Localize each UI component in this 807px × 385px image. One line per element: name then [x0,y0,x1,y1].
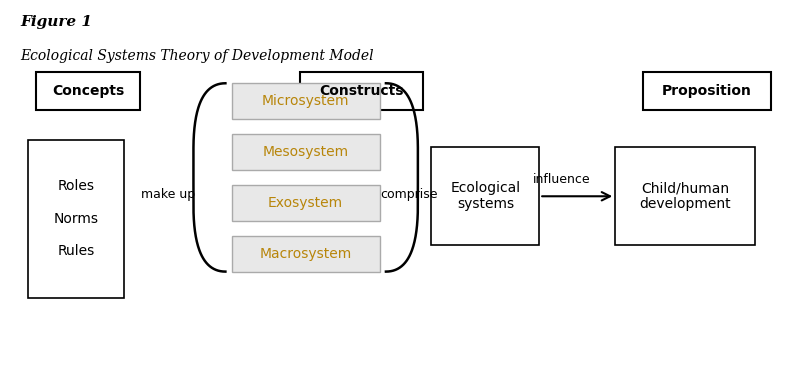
Text: Exosystem: Exosystem [268,196,343,210]
Text: Mesosystem: Mesosystem [262,145,349,159]
Text: Proposition: Proposition [662,84,752,98]
FancyBboxPatch shape [28,140,124,298]
FancyBboxPatch shape [232,83,379,119]
Text: Ecological Systems Theory of Development Model: Ecological Systems Theory of Development… [20,49,374,64]
Text: Constructs: Constructs [320,84,404,98]
FancyBboxPatch shape [432,147,539,245]
Text: make up: make up [141,188,195,201]
FancyBboxPatch shape [615,147,755,245]
FancyBboxPatch shape [299,72,424,110]
FancyBboxPatch shape [232,185,379,221]
Text: Microsystem: Microsystem [262,94,349,108]
Text: comprise: comprise [380,188,438,201]
FancyBboxPatch shape [643,72,771,110]
Text: influence: influence [533,173,591,186]
Text: Ecological
systems: Ecological systems [450,181,521,211]
Text: Concepts: Concepts [52,84,124,98]
Text: Child/human
development: Child/human development [639,181,731,211]
Text: Macrosystem: Macrosystem [260,247,352,261]
FancyBboxPatch shape [232,134,379,170]
Text: Figure 1: Figure 1 [20,15,92,30]
FancyBboxPatch shape [232,236,379,271]
Text: Roles

Norms

Rules: Roles Norms Rules [53,179,98,258]
FancyBboxPatch shape [36,72,140,110]
